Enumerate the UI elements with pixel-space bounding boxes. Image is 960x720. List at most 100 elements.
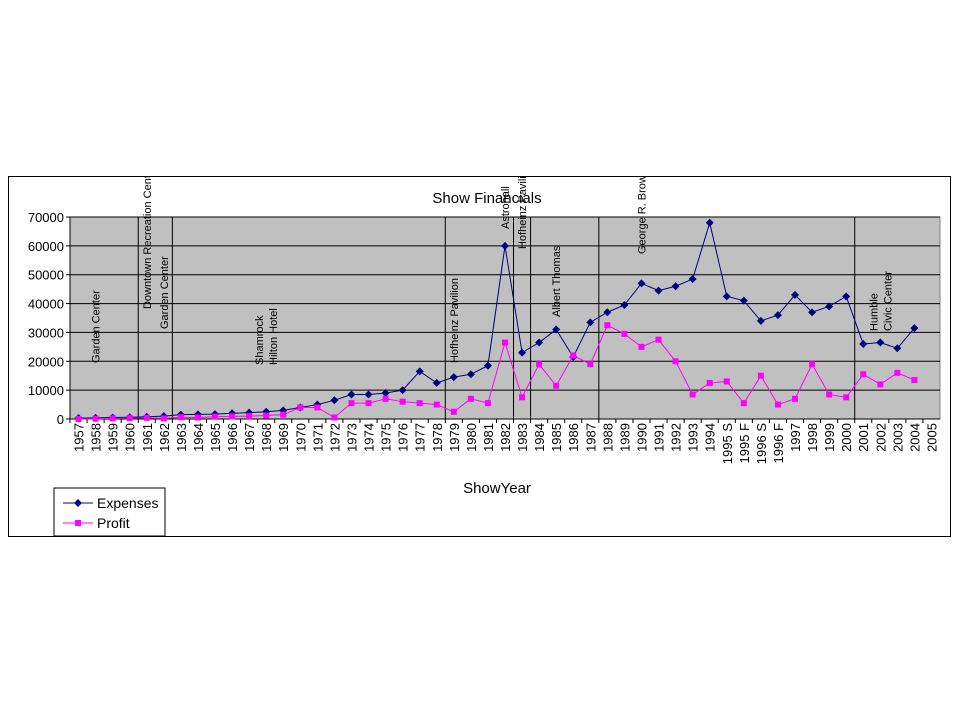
point-profit-22 — [450, 408, 457, 415]
point-expenses-34 — [654, 286, 663, 295]
point-expenses-30 — [586, 318, 595, 327]
point-expenses-42 — [791, 290, 799, 299]
x-tick-label-22: 1979 — [447, 423, 462, 452]
point-profit-30 — [587, 361, 594, 368]
point-profit-33 — [638, 343, 645, 350]
point-profit-28 — [553, 382, 560, 389]
point-profit-16 — [348, 400, 355, 407]
point-profit-1 — [92, 415, 99, 422]
point-expenses-23 — [466, 370, 475, 379]
x-tick-label-9: 1966 — [225, 423, 240, 452]
point-profit-38 — [723, 378, 730, 385]
legend: Expenses Profit — [53, 487, 166, 537]
x-tick-label-31: 1988 — [600, 423, 615, 452]
venue-label-6-0: Hofheinz Pavilion — [517, 177, 529, 249]
point-expenses-40 — [756, 316, 765, 325]
x-tick-label-0: 1957 — [72, 423, 87, 452]
x-tick-label-44: 1999 — [822, 423, 837, 452]
venue-label-0-0: Garden Center — [91, 290, 103, 363]
point-expenses-37 — [705, 218, 714, 227]
venue-label-4-0: Hofheinz Pavilion — [449, 278, 461, 363]
point-profit-34 — [655, 336, 662, 343]
point-profit-47 — [877, 381, 884, 388]
x-tick-label-19: 1976 — [396, 423, 411, 452]
venue-boundaries — [137, 217, 856, 419]
venue-label-2-0: Garden Center — [159, 256, 171, 329]
point-expenses-44 — [825, 302, 834, 311]
x-tick-label-43: 1998 — [805, 423, 820, 452]
point-expenses-21 — [432, 378, 441, 387]
point-profit-43 — [809, 361, 816, 368]
x-tick-label-30: 1987 — [583, 423, 598, 452]
point-profit-42 — [792, 395, 798, 402]
point-profit-49 — [911, 377, 918, 384]
point-profit-31 — [604, 322, 611, 329]
point-expenses-48 — [893, 344, 902, 353]
chart-frame: Show Financials Garden Center Downtown Re… — [8, 176, 951, 537]
point-profit-15 — [331, 414, 338, 421]
point-profit-12 — [280, 411, 287, 418]
x-tick-label-10: 1967 — [242, 423, 257, 452]
x-tick-label-3: 1960 — [123, 423, 138, 452]
point-expenses-19 — [398, 386, 407, 395]
y-tick-label-5: 50000 — [28, 268, 64, 283]
x-tick-label-33: 1990 — [634, 423, 649, 452]
venue-label-9-1: Civic Center — [882, 271, 894, 331]
point-expenses-38 — [722, 292, 731, 301]
point-expenses-39 — [739, 296, 748, 305]
point-profit-6 — [177, 414, 184, 421]
point-profit-45 — [843, 394, 850, 401]
x-tick-label-34: 1991 — [652, 423, 667, 452]
x-tick-label-7: 1964 — [191, 423, 206, 452]
point-expenses-15 — [330, 396, 339, 405]
venue-label-3-1: Hilton Hotel — [268, 308, 280, 365]
x-tick-label-13: 1970 — [293, 423, 308, 452]
x-tick-label-45: 2000 — [839, 423, 854, 452]
point-expenses-17 — [364, 390, 373, 399]
point-expenses-46 — [859, 339, 868, 348]
legend-marker-expenses — [74, 499, 82, 507]
point-expenses-49 — [910, 324, 919, 333]
x-tick-label-23: 1980 — [464, 423, 479, 452]
point-profit-21 — [433, 401, 440, 408]
point-profit-0 — [75, 416, 82, 422]
point-expenses-32 — [620, 301, 629, 310]
point-expenses-24 — [483, 361, 492, 370]
x-tick-label-37: 1994 — [703, 423, 718, 452]
x-tick-label-20: 1977 — [413, 423, 428, 452]
x-tick-label-5: 1962 — [157, 423, 172, 452]
point-expenses-47 — [876, 338, 885, 347]
x-tick-label-47: 2002 — [873, 423, 888, 452]
point-profit-29 — [570, 352, 577, 359]
point-profit-40 — [757, 372, 764, 379]
point-profit-48 — [894, 369, 901, 376]
point-expenses-7 — [193, 410, 202, 419]
y-tick-label-7: 70000 — [28, 210, 64, 225]
point-profit-2 — [109, 415, 116, 422]
x-tick-label-35: 1992 — [669, 423, 684, 452]
point-profit-41 — [774, 401, 781, 408]
venue-label-3-0: Shamrock — [254, 315, 266, 365]
plot-area — [69, 216, 941, 420]
point-profit-7 — [194, 414, 201, 421]
x-tick-label-2: 1959 — [106, 423, 121, 452]
point-profit-17 — [365, 400, 372, 407]
point-expenses-22 — [449, 373, 458, 382]
point-profit-9 — [229, 413, 236, 420]
series-lines — [74, 218, 919, 423]
point-profit-44 — [826, 391, 833, 398]
x-tick-label-49: 2004 — [907, 423, 922, 452]
x-tick-label-12: 1969 — [276, 423, 291, 452]
x-tick-label-16: 1973 — [344, 423, 359, 452]
x-tick-label-11: 1968 — [259, 423, 274, 452]
point-profit-46 — [860, 371, 867, 378]
x-tick-label-18: 1975 — [379, 423, 394, 452]
point-profit-18 — [382, 395, 389, 402]
point-expenses-33 — [637, 279, 646, 288]
point-expenses-28 — [552, 325, 561, 334]
x-tick-label-38: 1995 S — [720, 423, 735, 465]
x-tick-label-26: 1983 — [515, 423, 530, 452]
venue-labels: Garden Center Downtown Recreation Center G… — [91, 177, 895, 365]
x-tick-label-14: 1971 — [310, 423, 325, 452]
x-tick-label-24: 1981 — [481, 423, 496, 452]
